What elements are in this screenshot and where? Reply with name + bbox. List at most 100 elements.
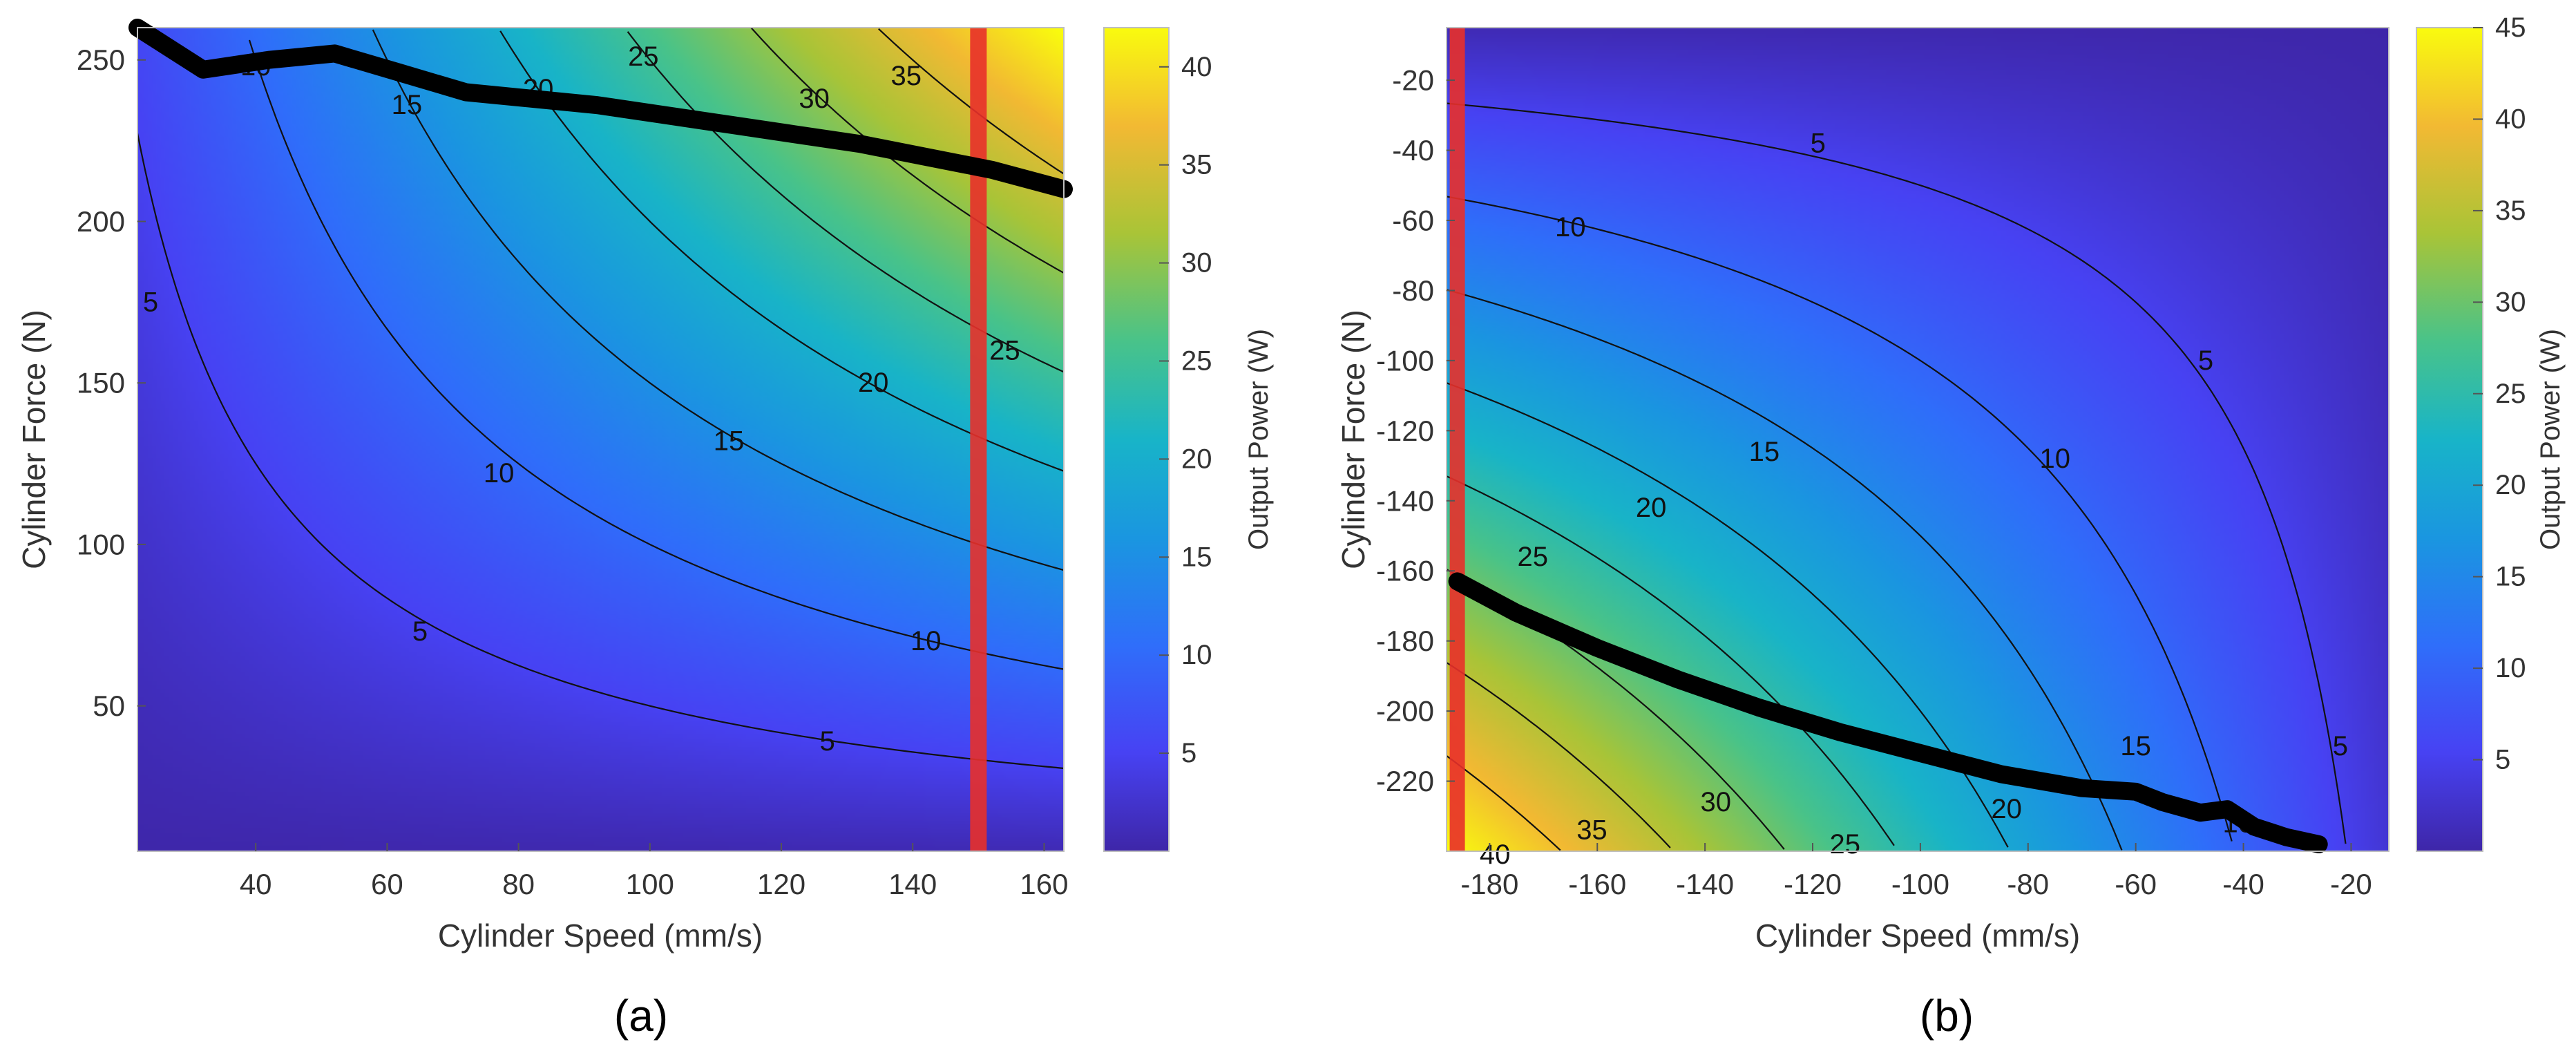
contour-label: 25	[628, 41, 659, 72]
colorbar-tick-label: 30	[2495, 287, 2526, 317]
contour-label: 5	[412, 616, 428, 647]
panel-label-a: (a)	[614, 991, 668, 1041]
colorbar-tick-label: 35	[1181, 150, 1212, 180]
colorbar-ticks-b: 5 10 15 20 25 30 35 40 45	[2473, 12, 2526, 775]
contour-label: 25	[1517, 542, 1548, 572]
contour-lines-b	[1446, 102, 2347, 851]
contour-label: 15	[714, 426, 745, 456]
colorbar-tick-label: 25	[2495, 379, 2526, 409]
y-tick-label: -160	[1376, 555, 1434, 587]
x-tick-label: -160	[1568, 868, 1626, 900]
plot-frame-b	[1446, 27, 2389, 852]
contour-label: 25	[1830, 829, 1861, 860]
colorbar-tick-label: 15	[1181, 542, 1212, 572]
panel-label-b: (b)	[1920, 991, 1974, 1041]
colorbar-tick-label: 20	[2495, 470, 2526, 500]
colorbar-tick-label: 5	[1181, 738, 1196, 768]
contour-label: 10	[910, 626, 942, 656]
colorbar-tick-label: 5	[2495, 745, 2510, 775]
y-axis-label-a: Cylinder Force (N)	[16, 310, 52, 569]
chart-panel-b: 5 5 5 10 10 10 15 15 20 20 25 25 30 35 40 -180 -160 -140…	[1335, 12, 2566, 1041]
colorbar-a	[1103, 27, 1170, 852]
y-tick-label: -20	[1392, 64, 1434, 97]
contour-line-5	[136, 133, 1065, 770]
contour-label: 5	[2333, 731, 2348, 761]
colorbar-tick-label: 35	[2495, 196, 2526, 226]
contour-label: 20	[858, 368, 889, 398]
y-tick-label: -40	[1392, 134, 1434, 167]
contour-label: 30	[1700, 787, 1731, 817]
contour-line-10	[1446, 196, 2233, 842]
x-tick-label: 60	[371, 868, 403, 900]
contour-label: 5	[819, 726, 834, 757]
colorbar-tick-label: 15	[2495, 562, 2526, 592]
contour-label: 15	[1749, 437, 1780, 467]
x-tick-label: -100	[1891, 868, 1949, 900]
contour-line-30	[750, 27, 1065, 274]
y-tick-label: -100	[1376, 344, 1434, 377]
colorbar-tick-label: 45	[2495, 12, 2526, 43]
x-tick-label: -80	[2007, 868, 2049, 900]
contour-label: 5	[143, 287, 158, 317]
contour-line-15	[372, 29, 1065, 571]
y-axis-ticks-a: 50 100 150 200 250	[77, 44, 146, 722]
contour-label: 10	[484, 458, 515, 488]
y-tick-label: 250	[77, 44, 125, 76]
x-axis-ticks-b: -180 -160 -140 -120 -100 -80 -60 -40 -20	[1460, 843, 2372, 900]
contour-label: 40	[1480, 839, 1511, 870]
contour-line-10	[248, 39, 1065, 670]
x-tick-label: -60	[2115, 868, 2157, 900]
x-tick-label: 80	[502, 868, 535, 900]
colorbar-tick-label: 40	[2495, 104, 2526, 134]
colorbar-label-b: Output Power (W)	[2535, 329, 2566, 550]
force-limit-curve-a	[128, 19, 1073, 198]
contour-label: 10	[1555, 212, 1586, 243]
contour-line-5	[1446, 102, 2347, 844]
y-tick-label: -60	[1392, 204, 1434, 236]
colorbar-tick-label: 10	[2495, 653, 2526, 683]
y-tick-label: 100	[77, 528, 125, 560]
x-tick-label: -20	[2330, 868, 2372, 900]
heatmap-b	[1447, 28, 2389, 851]
contour-label: 10	[2040, 444, 2071, 474]
colorbar-tick-label: 25	[1181, 345, 1212, 376]
y-tick-label: -220	[1376, 765, 1434, 797]
colorbar-label-a: Output Power (W)	[1243, 329, 1274, 550]
colorbar-b	[2416, 27, 2483, 852]
contour-label: 30	[799, 84, 830, 114]
contour-label: 5	[1811, 128, 1826, 158]
x-tick-label: 160	[1020, 868, 1068, 900]
contour-line-35	[1446, 662, 1671, 848]
y-tick-label: 200	[77, 205, 125, 238]
colorbar-tick-label: 40	[1181, 52, 1212, 82]
contour-line-20	[499, 30, 1065, 472]
x-tick-label: 120	[757, 868, 805, 900]
contour-line-25	[1446, 475, 1895, 846]
chart-panel-a: 5 5 5 10 10 10 15 15 20 20 25 25 30 35 40 60 80 100 120 14…	[16, 19, 1274, 1041]
contour-line-15	[1446, 289, 2123, 851]
contour-label: 15	[2120, 731, 2151, 761]
x-tick-label: 140	[888, 868, 937, 900]
x-tick-label: 100	[626, 868, 674, 900]
x-axis-ticks-a: 40 60 80 100 120 140 160	[240, 843, 1069, 900]
y-tick-label: -80	[1392, 274, 1434, 307]
y-tick-label: 150	[77, 367, 125, 399]
contour-label: 25	[989, 335, 1020, 366]
x-axis-label-b: Cylinder Speed (mm/s)	[1755, 918, 2080, 954]
colorbar-ticks-a: 5 10 15 20 25 30 35 40	[1159, 52, 1212, 768]
contour-label: 35	[890, 61, 922, 91]
contour-label: 20	[1991, 794, 2022, 824]
x-tick-label: -140	[1676, 868, 1734, 900]
contour-label: 15	[392, 90, 423, 120]
y-axis-label-b: Cylinder Force (N)	[1335, 310, 1371, 569]
contour-line-40	[1446, 755, 1561, 851]
y-tick-label: -120	[1376, 415, 1434, 447]
contour-label: 35	[1576, 815, 1607, 846]
plot-frame-a	[137, 27, 1065, 852]
force-limit-curve-b	[1448, 572, 2328, 853]
x-tick-label: -40	[2222, 868, 2264, 900]
y-tick-label: -140	[1376, 484, 1434, 517]
